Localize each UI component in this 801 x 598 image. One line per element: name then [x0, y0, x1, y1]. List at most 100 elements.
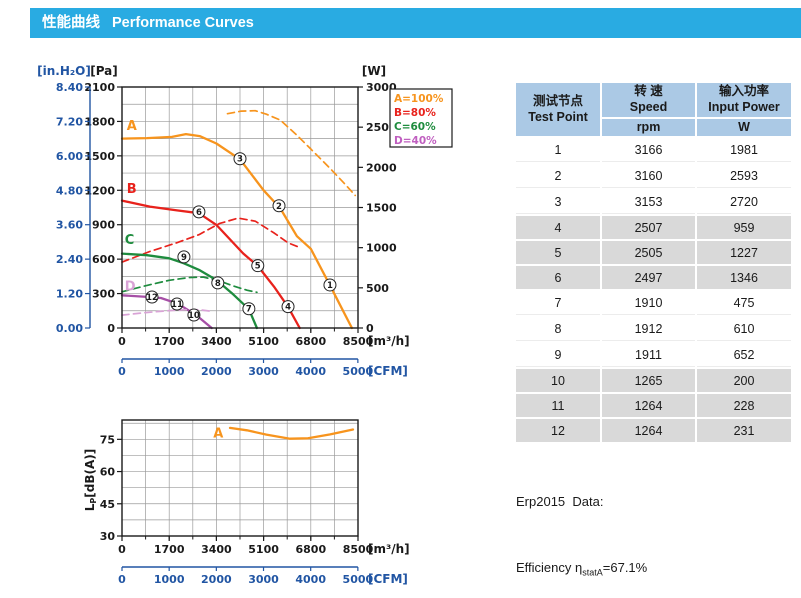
- pa-tick-label: 0: [107, 322, 115, 335]
- power-cell: 959: [697, 216, 791, 239]
- x-axis-title: [m³/h]: [368, 542, 410, 556]
- pa-tick-label: 2100: [84, 81, 115, 94]
- test-point-marker-5: [251, 259, 265, 273]
- speed-cell: 2505: [602, 241, 695, 264]
- cfm-axis-title: [CFM]: [368, 572, 408, 586]
- speed-cell: 1912: [602, 317, 695, 341]
- test-point-number-11: 11: [171, 300, 183, 310]
- test-point-cell: 7: [516, 291, 600, 315]
- test-point-number-12: 12: [146, 293, 158, 303]
- pa-tick-label: 1200: [84, 184, 115, 197]
- power-cell: 1346: [697, 266, 791, 289]
- db-tick-label: 60: [100, 466, 116, 479]
- cfm-tick-label: 1000: [154, 573, 185, 586]
- test-point-cell: 4: [516, 216, 600, 239]
- test-point-marker-3: [233, 152, 247, 166]
- table-row: 2 3160 2593: [516, 164, 791, 188]
- test-point-marker-12: [145, 290, 159, 304]
- test-point-marker-9: [177, 250, 191, 264]
- curve-label-A: A: [127, 119, 137, 134]
- inh2o-tick-label: 2.40: [56, 253, 83, 266]
- cfm-tick-label: 0: [118, 573, 126, 586]
- header-bar: 性能曲线 Performance Curves: [30, 8, 801, 38]
- inh2o-tick-label: 7.20: [56, 115, 83, 128]
- cfm-tick-label: 3000: [248, 365, 279, 378]
- db-tick-label: 45: [100, 498, 115, 511]
- power-cell: 2593: [697, 164, 791, 188]
- col-header-test-point: 测试节点 Test Point: [516, 83, 600, 136]
- test-point-number-6: 6: [196, 208, 202, 218]
- table-row: 8 1912 610: [516, 317, 791, 341]
- x-axis-title: [m³/h]: [368, 334, 410, 348]
- w-tick-label: 3000: [366, 81, 397, 94]
- cfm-tick-label: 1000: [154, 365, 185, 378]
- power-cell: 231: [697, 419, 791, 442]
- test-point-cell: 10: [516, 369, 600, 392]
- erp-info: Erp2015 Data: Efficiency ηstatA=67.1% Ef…: [516, 447, 736, 598]
- table-row: 7 1910 475: [516, 291, 791, 315]
- test-point-number-2: 2: [276, 202, 282, 212]
- test-point-marker-6: [192, 205, 206, 219]
- test-point-marker-1: [323, 278, 337, 292]
- x-tick-label: 3400: [201, 543, 232, 556]
- curve-label-C: C: [125, 233, 135, 248]
- noise-curve-label-A: A: [213, 427, 223, 442]
- cfm-tick-label: 2000: [201, 573, 232, 586]
- curve-B-power: [121, 217, 301, 263]
- cfm-tick-label: 4000: [295, 365, 326, 378]
- speed-cell: 3166: [602, 138, 695, 162]
- legend-box: [389, 88, 453, 148]
- db-tick-label: 30: [100, 530, 116, 543]
- db-tick-label: 75: [100, 433, 115, 446]
- curve-C-power: [121, 276, 258, 294]
- speed-cell: 1264: [602, 419, 695, 442]
- col-header-speed-zh: 转 速: [634, 84, 663, 99]
- speed-cell: 2497: [602, 266, 695, 289]
- pa-tick-label: 600: [92, 253, 115, 266]
- table-body: 1 3166 1981 2 3160 2593 3 3153 2720 4 2507 959 5 2505…: [516, 138, 791, 442]
- inh2o-tick-label: 4.80: [56, 184, 83, 197]
- cfm-tick-label: 0: [118, 365, 126, 378]
- curve-label-D: D: [125, 279, 136, 294]
- col-header-speed-en: Speed: [629, 100, 668, 114]
- test-point-cell: 12: [516, 419, 600, 442]
- power-cell: 610: [697, 317, 791, 341]
- inh2o-tick-label: 6.00: [56, 150, 83, 163]
- test-point-marker-8: [211, 276, 225, 290]
- w-tick-label: 2000: [366, 161, 397, 174]
- col-header-input-power-en: Input Power: [708, 100, 780, 114]
- inh2o-tick-label: 1.20: [56, 288, 83, 301]
- test-point-cell: 8: [516, 317, 600, 341]
- curve-B-pressure: [120, 199, 301, 330]
- w-tick-label: 500: [366, 282, 389, 295]
- table-row: 5 2505 1227: [516, 241, 791, 264]
- test-point-number-4: 4: [285, 303, 291, 313]
- test-point-cell: 2: [516, 164, 600, 188]
- x-tick-label: 8500: [343, 335, 374, 348]
- col-header-input-power: 输入功率 Input Power: [697, 83, 791, 117]
- test-point-number-5: 5: [255, 262, 261, 272]
- curve-A-power: [226, 109, 357, 197]
- x-tick-label: 6800: [295, 335, 326, 348]
- table-row: 4 2507 959: [516, 216, 791, 239]
- inh2o-tick-label: 3.60: [56, 219, 83, 232]
- power-cell: 475: [697, 291, 791, 315]
- test-point-number-3: 3: [237, 155, 243, 165]
- power-cell: 2720: [697, 190, 791, 214]
- speed-cell: 1264: [602, 394, 695, 417]
- test-point-cell: 11: [516, 394, 600, 417]
- table-row: 11 1264 228: [516, 394, 791, 417]
- unit-rpm: rpm: [602, 119, 695, 136]
- unit-w: W: [697, 119, 791, 136]
- curve-D-power: [121, 308, 215, 316]
- speed-cell: 1911: [602, 343, 695, 367]
- table-row: 3 3153 2720: [516, 190, 791, 214]
- test-point-cell: 9: [516, 343, 600, 367]
- inh2o-tick-label: 0.00: [56, 322, 83, 335]
- x-tick-label: 5100: [248, 543, 279, 556]
- page-title-en: Performance Curves: [112, 15, 254, 31]
- col-header-input-power-zh: 输入功率: [718, 84, 769, 99]
- cfm-tick-label: 4000: [295, 573, 326, 586]
